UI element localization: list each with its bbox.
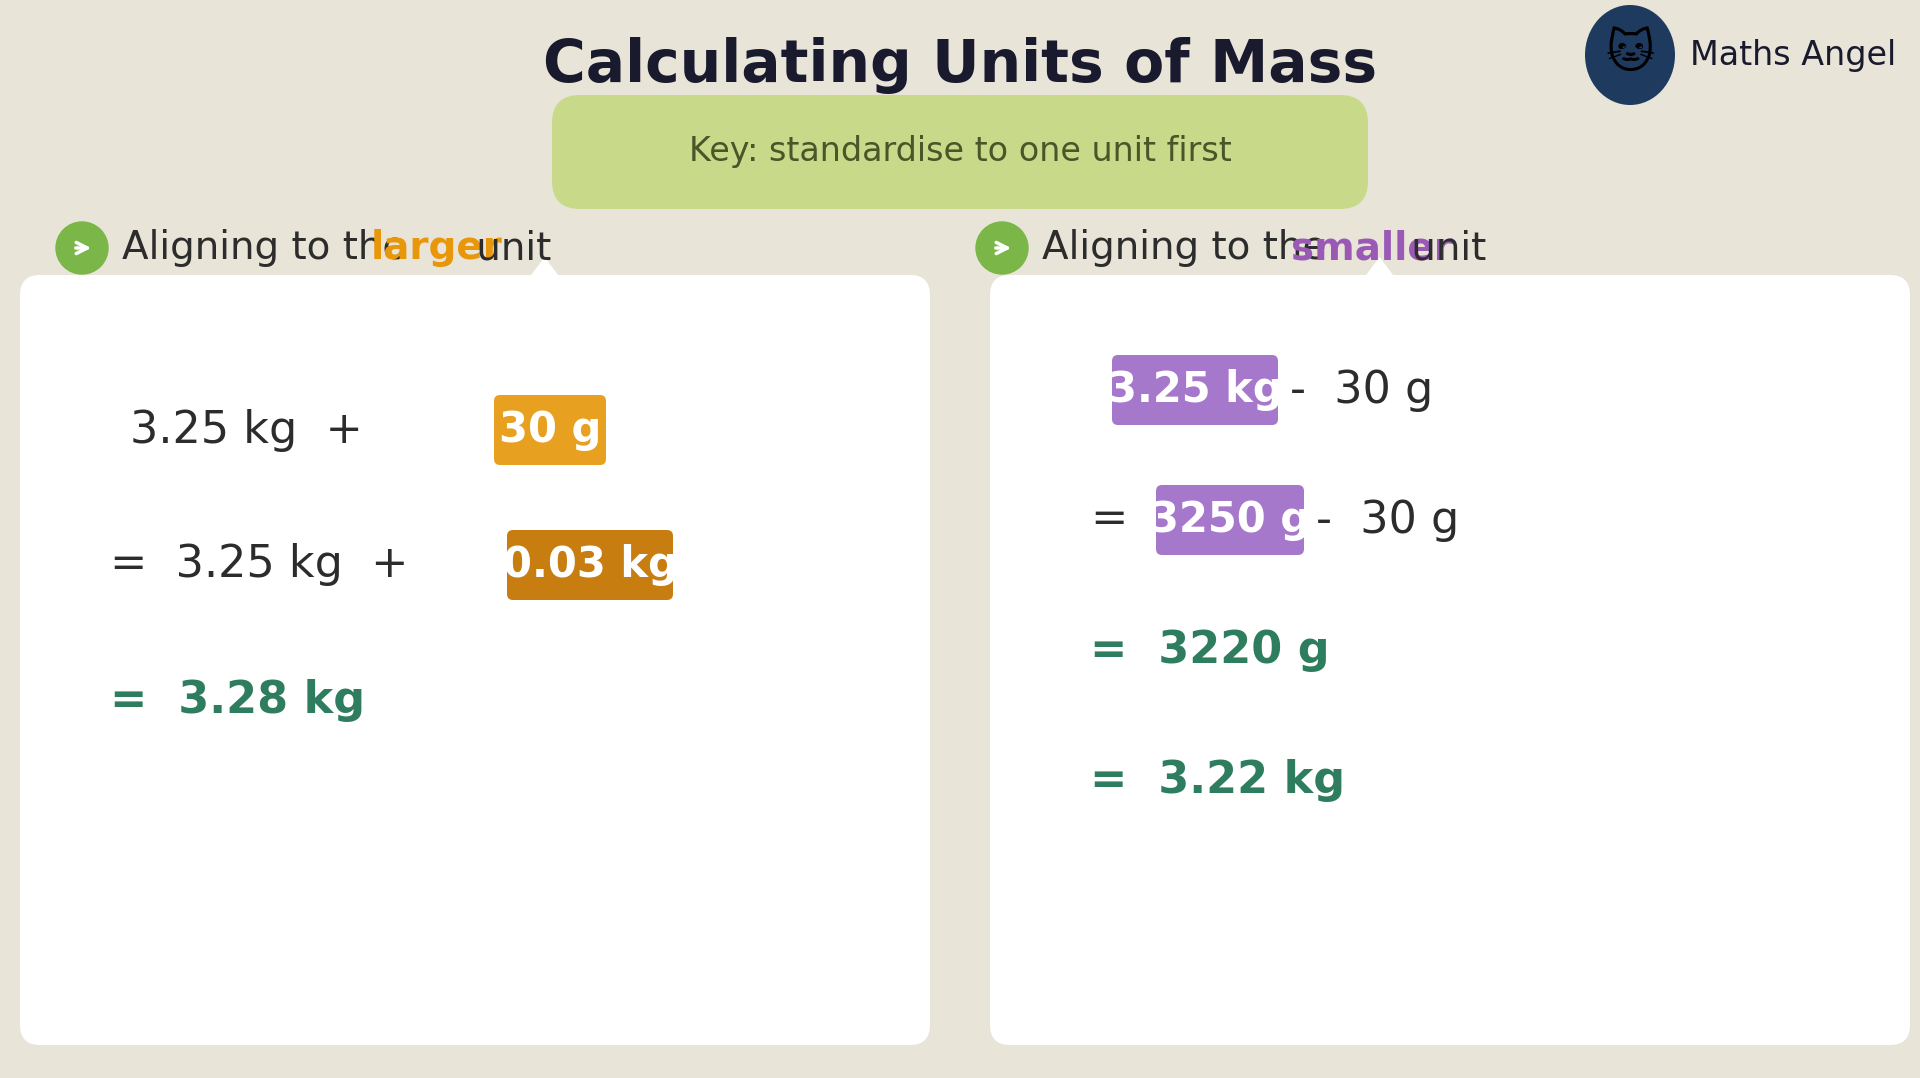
Text: 3.25 kg: 3.25 kg: [1108, 369, 1283, 411]
Text: 3.25 kg  +: 3.25 kg +: [131, 409, 363, 452]
Text: =  3220 g: = 3220 g: [1091, 628, 1331, 672]
Text: Key: standardise to one unit first: Key: standardise to one unit first: [689, 136, 1231, 168]
Text: 30 g: 30 g: [499, 409, 601, 451]
Text: 3250 g: 3250 g: [1150, 499, 1309, 541]
Text: =  3.25 kg  +: = 3.25 kg +: [109, 543, 409, 586]
Text: Calculating Units of Mass: Calculating Units of Mass: [543, 37, 1377, 94]
Circle shape: [56, 222, 108, 274]
Text: unit: unit: [1400, 229, 1486, 267]
Text: =  3.28 kg: = 3.28 kg: [109, 678, 365, 721]
Text: 0.03 kg: 0.03 kg: [503, 544, 678, 586]
FancyBboxPatch shape: [553, 95, 1367, 209]
Text: -  30 g: - 30 g: [1315, 498, 1459, 541]
Text: larger: larger: [371, 229, 503, 267]
FancyBboxPatch shape: [991, 275, 1910, 1045]
Text: Maths Angel: Maths Angel: [1690, 39, 1897, 71]
FancyBboxPatch shape: [507, 530, 674, 600]
Text: =  3.22 kg: = 3.22 kg: [1091, 759, 1346, 802]
FancyBboxPatch shape: [1112, 355, 1279, 425]
FancyBboxPatch shape: [493, 395, 607, 465]
Polygon shape: [515, 257, 574, 298]
Text: smaller: smaller: [1290, 229, 1453, 267]
Text: -  30 g: - 30 g: [1290, 369, 1432, 412]
Text: unit: unit: [465, 229, 551, 267]
FancyBboxPatch shape: [1156, 485, 1304, 555]
FancyBboxPatch shape: [19, 275, 929, 1045]
Ellipse shape: [1586, 5, 1674, 105]
Text: Aligning to the: Aligning to the: [1043, 229, 1338, 267]
Text: Aligning to the: Aligning to the: [123, 229, 419, 267]
Text: =: =: [1091, 498, 1127, 541]
Circle shape: [975, 222, 1027, 274]
Polygon shape: [1350, 257, 1409, 298]
Text: 🐱: 🐱: [1605, 32, 1655, 78]
